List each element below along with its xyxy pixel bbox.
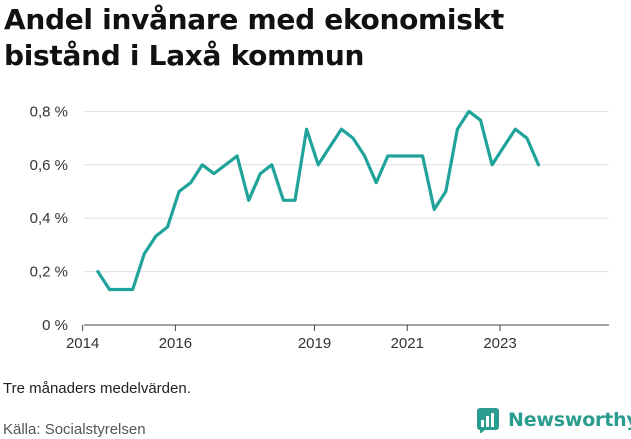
data-series — [96, 109, 541, 292]
source-credit: Källa: Socialstyrelsen — [3, 421, 146, 438]
data-point — [131, 288, 134, 291]
data-point — [119, 288, 123, 291]
x-tick-label: 2016 — [159, 335, 192, 352]
data-point — [259, 172, 262, 175]
x-axis: 2014 2016 2019 2021 2023 — [66, 324, 609, 352]
data-point — [479, 118, 482, 122]
data-point — [201, 163, 204, 166]
data-point — [351, 136, 355, 140]
data-point — [143, 252, 146, 255]
y-tick-label: 0,8 % — [30, 103, 68, 120]
x-tick-label: 2023 — [483, 335, 516, 352]
data-point — [108, 288, 111, 291]
data-point — [421, 154, 424, 158]
y-tick-label: 0,2 % — [30, 264, 68, 281]
data-point — [270, 163, 274, 166]
data-point — [374, 181, 378, 184]
newsworthy-logo[interactable]: Newsworthy — [476, 407, 631, 433]
line-chart: 0 % 0,2 % 0,4 % 0,6 % 0,8 % 2014 2016 2019 2021… — [30, 103, 609, 352]
y-tick-label: 0,4 % — [30, 210, 68, 227]
data-point — [328, 145, 332, 149]
data-point — [363, 154, 366, 158]
data-point — [432, 208, 436, 211]
chart-note: Tre månaders medelvärden. — [3, 380, 191, 397]
data-point — [189, 181, 192, 184]
data-point — [224, 163, 227, 166]
data-point — [317, 163, 320, 166]
data-point — [247, 199, 250, 202]
brand-name: Newsworthy — [508, 409, 631, 431]
data-point — [293, 199, 297, 202]
data-point — [537, 163, 540, 166]
y-tick-label: 0 % — [42, 317, 68, 334]
data-point — [386, 154, 389, 158]
y-axis-tick-labels: 0 % 0,2 % 0,4 % 0,6 % 0,8 % — [30, 103, 68, 334]
data-point — [490, 163, 494, 166]
data-point — [502, 145, 505, 149]
data-point — [525, 136, 529, 140]
data-point — [305, 128, 308, 131]
x-tick-label: 2019 — [298, 335, 331, 352]
data-point — [166, 225, 169, 229]
data-point — [398, 154, 401, 158]
data-point — [340, 128, 343, 131]
series-line — [96, 109, 541, 292]
x-tick-label: 2021 — [391, 335, 424, 352]
data-point — [177, 190, 181, 193]
data-point — [456, 128, 459, 131]
data-point — [409, 154, 413, 158]
data-point — [444, 190, 447, 193]
gridlines — [84, 110, 609, 273]
data-point — [282, 199, 285, 202]
data-point — [514, 128, 517, 131]
x-tick-label: 2014 — [66, 335, 99, 352]
data-point — [235, 154, 239, 158]
y-tick-label: 0,6 % — [30, 157, 68, 174]
data-point — [212, 172, 216, 175]
chart-title: Andel invånare med ekonomiskt bistånd i … — [4, 3, 505, 72]
data-point — [96, 270, 100, 273]
data-point — [467, 110, 471, 113]
newsworthy-chart-icon — [477, 408, 499, 433]
data-point — [154, 234, 158, 238]
